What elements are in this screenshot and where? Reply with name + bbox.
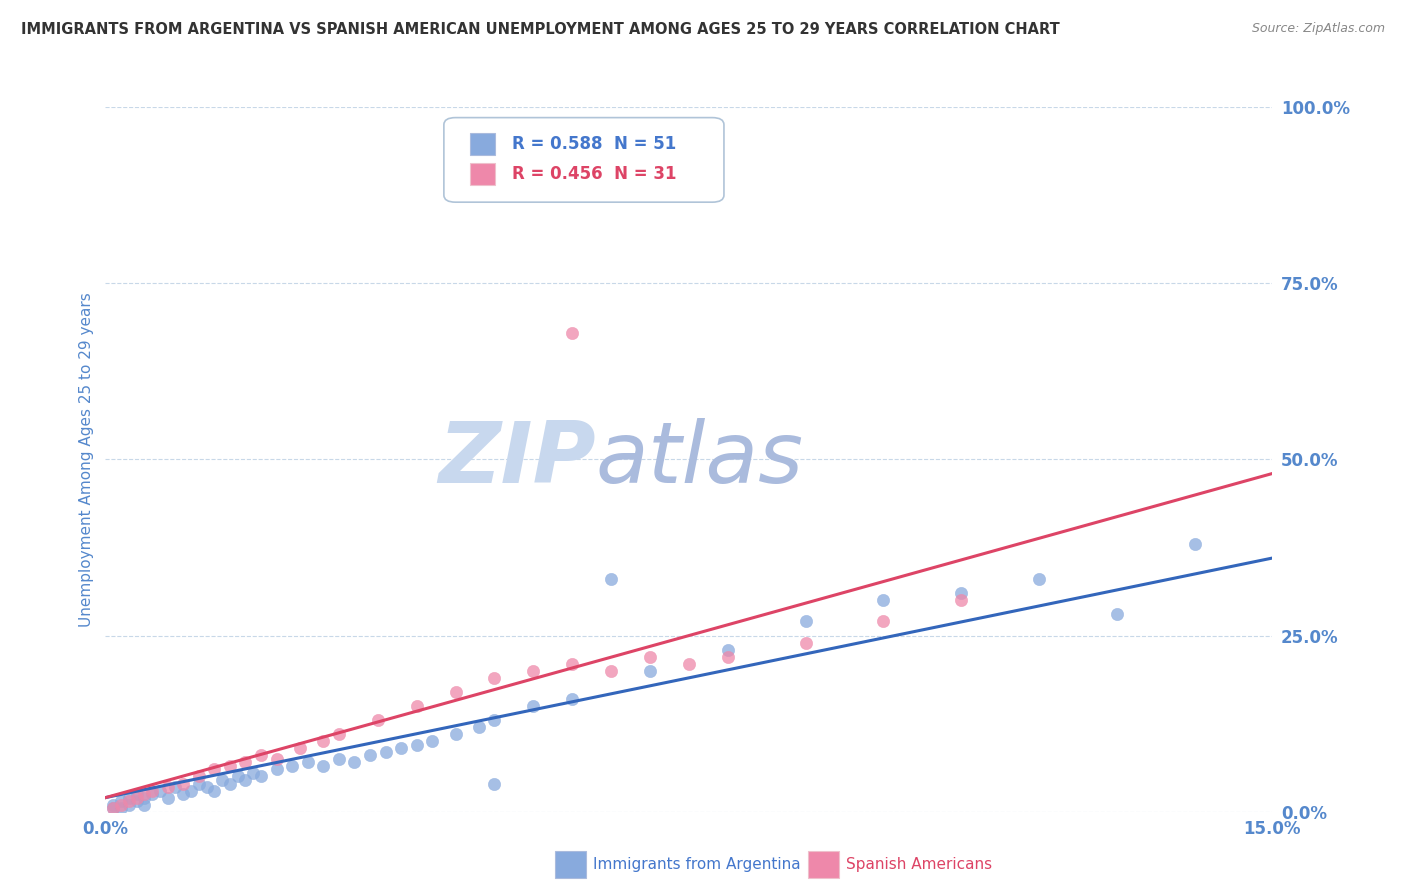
- Point: [226, 769, 249, 784]
- Text: atlas: atlas: [596, 417, 804, 501]
- Bar: [470, 163, 495, 185]
- Point: [134, 797, 156, 812]
- Point: [242, 766, 264, 780]
- Point: [374, 745, 396, 759]
- Point: [794, 635, 817, 649]
- Point: [125, 794, 148, 808]
- Point: [872, 615, 894, 629]
- Point: [561, 692, 583, 706]
- Point: [202, 763, 225, 777]
- Point: [266, 763, 288, 777]
- Point: [149, 783, 172, 797]
- Point: [484, 776, 506, 790]
- Point: [281, 759, 304, 773]
- Point: [328, 727, 350, 741]
- Point: [288, 741, 311, 756]
- Point: [118, 797, 141, 812]
- Point: [794, 615, 817, 629]
- Point: [110, 794, 132, 808]
- Point: [561, 326, 583, 340]
- Point: [235, 772, 257, 787]
- Point: [717, 649, 740, 664]
- Point: [389, 741, 412, 756]
- Point: [367, 713, 389, 727]
- Point: [156, 780, 179, 794]
- Text: Source: ZipAtlas.com: Source: ZipAtlas.com: [1251, 22, 1385, 36]
- Point: [187, 769, 209, 784]
- Point: [444, 685, 467, 699]
- Text: R = 0.456  N = 31: R = 0.456 N = 31: [512, 165, 676, 183]
- Point: [156, 790, 179, 805]
- Point: [211, 772, 233, 787]
- Point: [405, 738, 427, 752]
- Point: [522, 664, 544, 678]
- Y-axis label: Unemployment Among Ages 25 to 29 years: Unemployment Among Ages 25 to 29 years: [79, 292, 94, 627]
- Point: [187, 776, 209, 790]
- Bar: [470, 133, 495, 155]
- Point: [950, 593, 973, 607]
- Point: [872, 593, 894, 607]
- Point: [202, 783, 225, 797]
- Point: [405, 699, 427, 714]
- Point: [180, 783, 202, 797]
- Point: [250, 769, 273, 784]
- Point: [484, 671, 506, 685]
- Point: [266, 752, 288, 766]
- Point: [125, 787, 148, 801]
- Point: [484, 713, 506, 727]
- Point: [134, 790, 156, 805]
- Point: [1184, 537, 1206, 551]
- Point: [141, 787, 163, 801]
- Point: [219, 776, 242, 790]
- Point: [678, 657, 700, 671]
- Point: [343, 756, 366, 770]
- Point: [134, 787, 156, 801]
- Text: Immigrants from Argentina: Immigrants from Argentina: [593, 857, 801, 871]
- Point: [312, 759, 335, 773]
- Point: [561, 657, 583, 671]
- Point: [219, 759, 242, 773]
- Point: [297, 756, 319, 770]
- Text: R = 0.588  N = 51: R = 0.588 N = 51: [512, 135, 676, 153]
- Point: [118, 790, 141, 805]
- Point: [1105, 607, 1128, 622]
- Point: [118, 794, 141, 808]
- Point: [165, 780, 187, 794]
- Point: [141, 783, 163, 797]
- Text: Spanish Americans: Spanish Americans: [846, 857, 993, 871]
- Point: [172, 787, 194, 801]
- FancyBboxPatch shape: [444, 118, 724, 202]
- Point: [600, 664, 623, 678]
- Point: [172, 776, 194, 790]
- Point: [522, 699, 544, 714]
- Point: [359, 748, 381, 763]
- Point: [103, 801, 125, 815]
- Text: ZIP: ZIP: [437, 417, 596, 501]
- Point: [250, 748, 273, 763]
- Point: [235, 756, 257, 770]
- Point: [444, 727, 467, 741]
- Point: [420, 734, 443, 748]
- Point: [110, 801, 132, 815]
- Point: [468, 720, 491, 734]
- Point: [717, 642, 740, 657]
- Point: [125, 790, 148, 805]
- Point: [103, 801, 125, 815]
- Point: [1028, 572, 1050, 586]
- Point: [195, 780, 218, 794]
- Point: [950, 586, 973, 600]
- Text: IMMIGRANTS FROM ARGENTINA VS SPANISH AMERICAN UNEMPLOYMENT AMONG AGES 25 TO 29 Y: IMMIGRANTS FROM ARGENTINA VS SPANISH AME…: [21, 22, 1060, 37]
- Point: [328, 752, 350, 766]
- Point: [312, 734, 335, 748]
- Point: [110, 797, 132, 812]
- Point: [638, 649, 661, 664]
- Point: [638, 664, 661, 678]
- Point: [600, 572, 623, 586]
- Point: [103, 797, 125, 812]
